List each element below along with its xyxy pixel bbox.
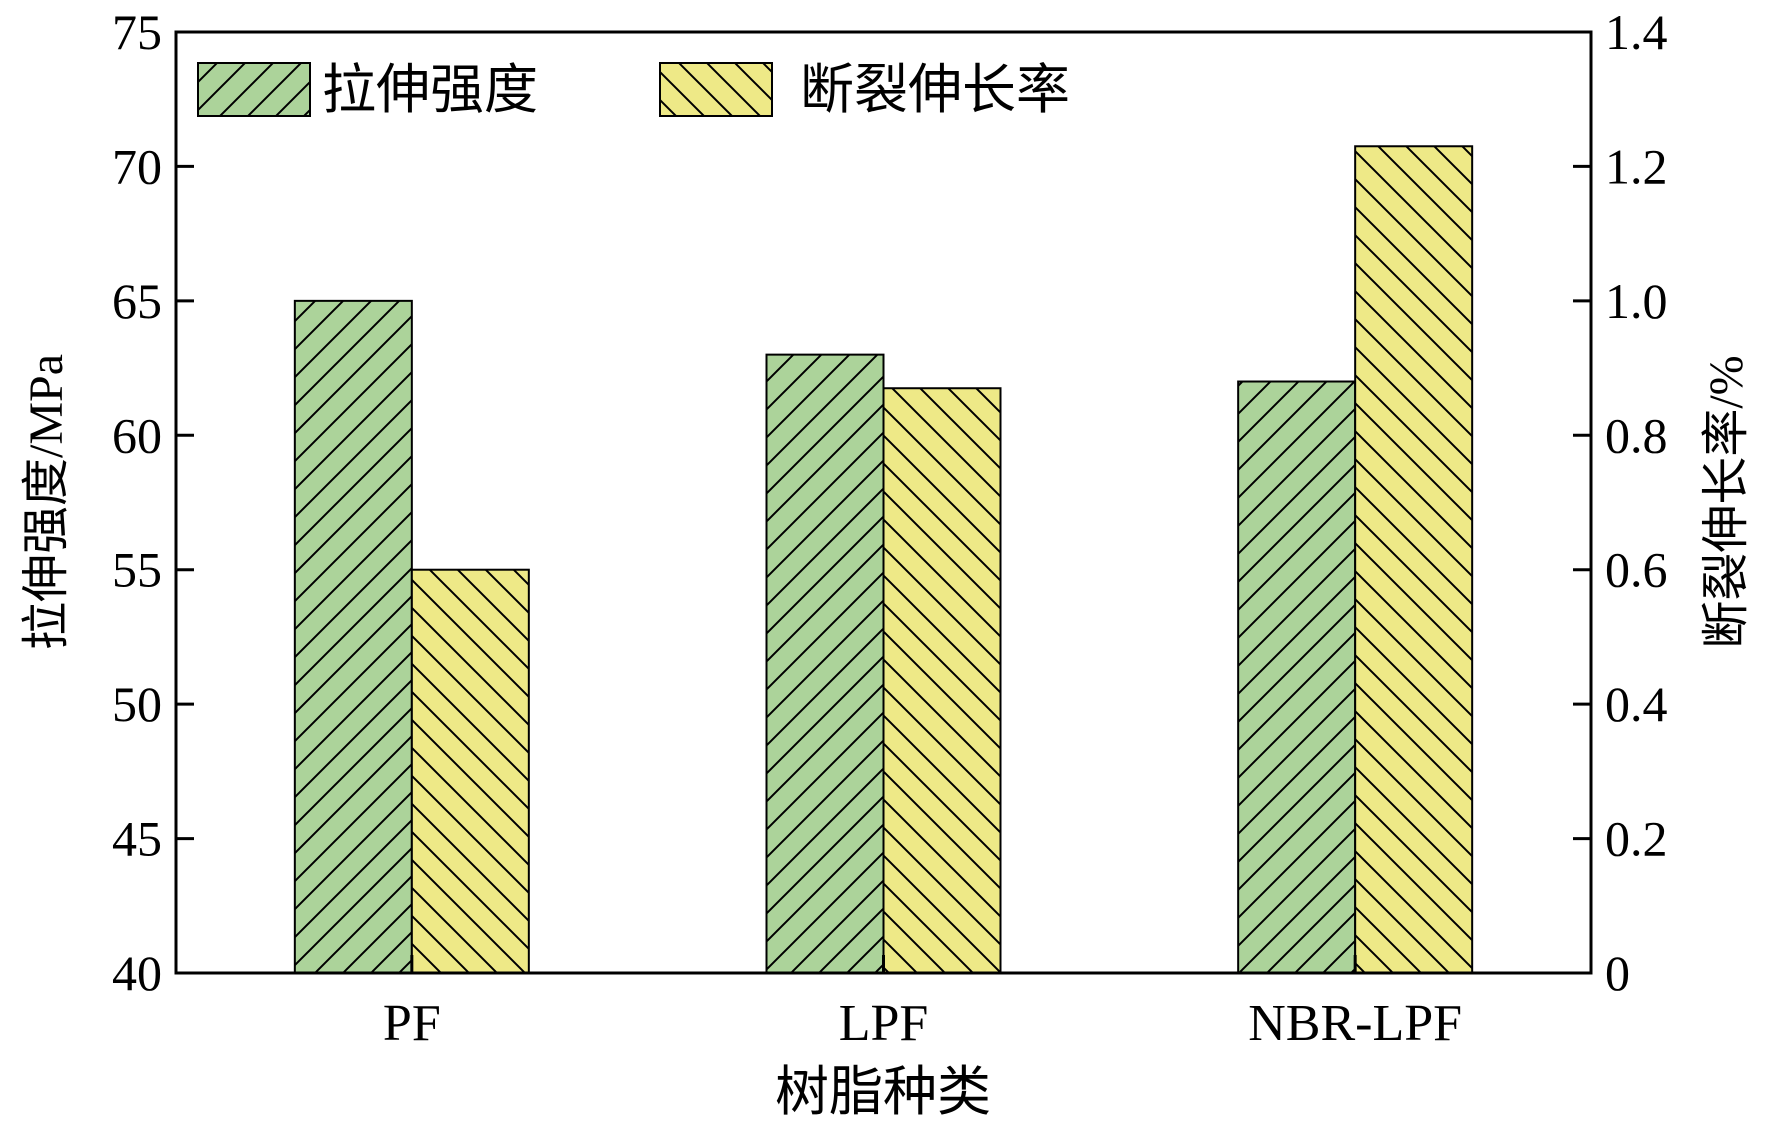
- left-tick-label: 70: [112, 138, 162, 194]
- legend-label-series-2: 断裂伸长率: [800, 60, 1070, 120]
- bar-series-1-pf: [293, 299, 413, 975]
- bars-group: [293, 145, 1474, 975]
- bar-series-1-nbr-lpf: [1237, 380, 1357, 974]
- right-axis-label: 断裂伸长率/%: [1700, 355, 1753, 648]
- left-tick-label: 65: [112, 273, 162, 329]
- legend-swatch-series-2: [659, 62, 773, 117]
- right-tick-label: 0: [1605, 945, 1630, 1001]
- right-tick-label: 0.6: [1605, 542, 1668, 598]
- right-tick-label: 0.2: [1605, 811, 1668, 867]
- legend-label-series-1: 拉伸强度: [322, 60, 538, 120]
- left-axis-label: 拉伸强度/MPa: [20, 354, 73, 650]
- left-tick-label: 50: [112, 676, 162, 732]
- x-tick-label: PF: [383, 995, 441, 1052]
- right-tick-label: 1.0: [1605, 273, 1668, 329]
- x-tick-label: LPF: [839, 995, 929, 1052]
- x-tick-label: NBR-LPF: [1248, 995, 1462, 1052]
- right-tick-label: 0.8: [1605, 407, 1668, 463]
- left-tick-label: 60: [112, 407, 162, 463]
- bar-series-2-nbr-lpf: [1354, 145, 1474, 974]
- bar-series-2-pf: [410, 568, 530, 974]
- left-tick-label: 40: [112, 945, 162, 1001]
- legend-swatch-series-1: [197, 62, 311, 117]
- left-tick-label: 75: [112, 4, 162, 60]
- left-tick-label: 55: [112, 542, 162, 598]
- left-tick-label: 45: [112, 811, 162, 867]
- right-axis: 0 0.2 0.4 0.6 0.8 1.0 1.2 1.4: [1573, 4, 1668, 1001]
- right-tick-label: 1.4: [1605, 4, 1668, 60]
- x-axis-label: 树脂种类: [775, 1062, 991, 1122]
- left-axis: 40 45 50 55 60 65 70 75: [112, 4, 194, 1001]
- bar-series-2-lpf: [882, 387, 1002, 974]
- legend: 拉伸强度 断裂伸长率: [197, 60, 1070, 120]
- right-tick-label: 0.4: [1605, 676, 1668, 732]
- x-axis: PF LPF NBR-LPF: [383, 955, 1462, 1052]
- bar-series-1-lpf: [765, 353, 885, 974]
- right-tick-label: 1.2: [1605, 138, 1668, 194]
